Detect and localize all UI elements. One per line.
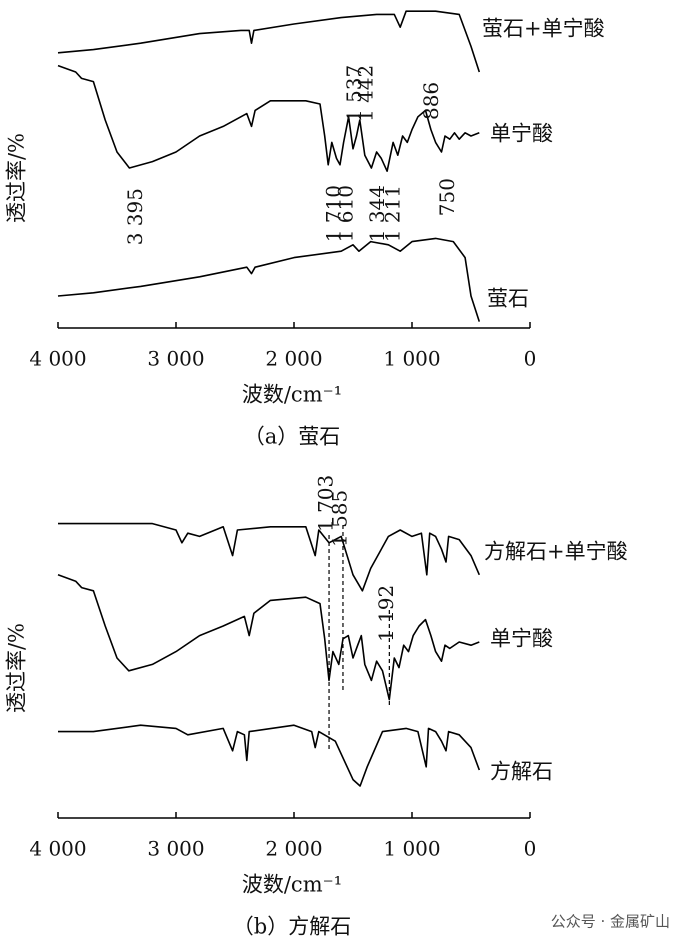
x-tick-label: 2 000: [265, 837, 322, 861]
spectrum-line: [57, 574, 480, 701]
series-label: 方解石+单宁酸: [484, 540, 628, 564]
caption: （a）萤石: [244, 425, 341, 449]
series-label: 萤石+单宁酸: [482, 17, 605, 41]
x-tick-label: 3 000: [147, 837, 204, 861]
x-tick-label: 4 000: [29, 347, 86, 371]
peak-label: 1 585: [327, 490, 351, 547]
spectrum-line: [58, 522, 481, 592]
peak-label: 1 537: [342, 65, 366, 122]
peak-label: 750: [435, 178, 459, 216]
x-tick-label: 1 000: [383, 837, 440, 861]
series-label: 萤石: [487, 287, 529, 311]
peak-label: 886: [419, 82, 443, 120]
series-label: 单宁酸: [490, 627, 553, 651]
series-label: 单宁酸: [490, 122, 553, 146]
spectrum-line: [57, 10, 481, 73]
x-axis-title: 波数/cm⁻¹: [242, 873, 342, 897]
x-axis-title: 波数/cm⁻¹: [242, 383, 342, 407]
peak-label: 1 610: [334, 185, 358, 242]
peak-label: 1 442: [353, 65, 377, 122]
spectrum-line: [58, 724, 481, 787]
y-axis-title: 透过率/%: [5, 623, 29, 713]
y-axis-title: 透过率/%: [5, 133, 29, 223]
series-label: 方解石: [490, 760, 553, 784]
x-tick-label: 3 000: [147, 347, 204, 371]
spectrum-line: [57, 237, 481, 322]
x-tick-label: 0: [524, 837, 537, 861]
watermark: 公众号 · 金属矿山: [551, 913, 670, 931]
peak-label: 1 710: [322, 185, 346, 242]
x-tick-label: 4 000: [29, 837, 86, 861]
spectrum-line: [57, 64, 480, 172]
peak-label: 1 344: [365, 185, 389, 242]
x-tick-label: 1 000: [383, 347, 440, 371]
x-tick-label: 0: [524, 347, 537, 371]
peak-label: 1 211: [381, 185, 405, 242]
x-tick-label: 2 000: [265, 347, 322, 371]
caption: （b）方解石: [233, 915, 351, 939]
peak-label: 3 395: [123, 188, 147, 245]
peak-label: 1 703: [314, 475, 338, 532]
peak-label: 1 192: [374, 585, 398, 642]
